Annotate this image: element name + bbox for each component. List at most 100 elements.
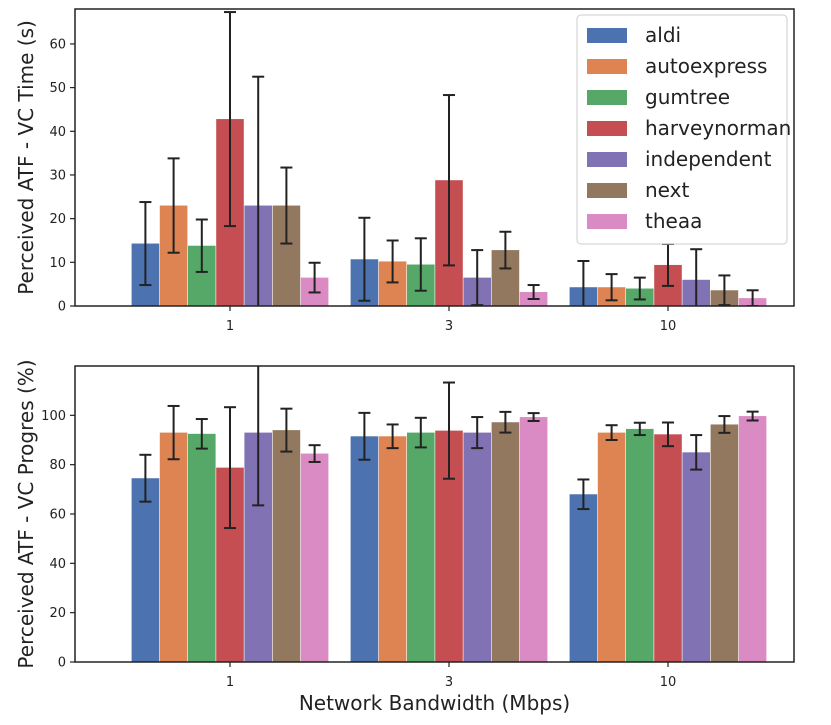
legend-swatch-aldi	[587, 28, 627, 43]
bar-independent-10	[682, 452, 710, 662]
x-axis-label: Network Bandwidth (Mbps)	[299, 691, 570, 715]
y-tick-label: 60	[49, 508, 66, 523]
error-bar-harveynorman-1	[224, 11, 236, 228]
error-bar-autoexpress-3	[386, 239, 399, 284]
error-bar-autoexpress-10	[605, 273, 618, 302]
bar-autoexpress-3	[378, 436, 407, 662]
error-bar-next-10	[718, 274, 731, 306]
bar-theaa-10	[738, 416, 767, 662]
error-bar-gumtree-3	[414, 416, 427, 449]
error-bar-next-3	[499, 230, 512, 270]
legend-label-autoexpress: autoexpress	[645, 54, 767, 78]
legend-label-next: next	[645, 178, 689, 202]
bars-group	[131, 366, 767, 662]
legend-label-harveynorman: harveynorman	[645, 116, 791, 140]
error-bar-next-10	[718, 415, 731, 434]
y-tick-label: 50	[49, 81, 66, 96]
bar-next-3	[491, 422, 520, 662]
legend-swatch-next	[587, 183, 627, 198]
legend-label-gumtree: gumtree	[645, 85, 730, 109]
y-tick-label: 20	[49, 212, 66, 227]
error-bar-theaa-3	[527, 412, 540, 423]
error-bar-aldi-10	[577, 478, 590, 511]
y-axis-label: Perceived ATF - VC Progres (%)	[14, 359, 38, 668]
bars-group	[131, 11, 767, 306]
legend-label-independent: independent	[645, 147, 772, 171]
error-bar-theaa-1	[308, 444, 321, 463]
bar-next-1	[272, 430, 301, 662]
x-tick-label: 10	[660, 675, 677, 690]
y-tick-label: 0	[58, 656, 66, 671]
bar-aldi-3	[350, 436, 379, 662]
error-bar-aldi-1	[139, 453, 152, 503]
bar-harveynorman-10	[654, 434, 682, 662]
legend-swatch-independent	[587, 152, 627, 167]
x-tick-label: 3	[445, 319, 453, 334]
legend-swatch-gumtree	[587, 90, 627, 105]
error-bar-autoexpress-1	[167, 404, 180, 461]
error-bar-theaa-10	[746, 289, 759, 306]
legend-swatch-harveynorman	[587, 121, 627, 136]
legend-label-theaa: theaa	[645, 209, 702, 233]
time-panel: 0 10 20 30 40 50 60 1 3 10 Perceived ATF - VC Time…	[14, 8, 795, 334]
error-bar-aldi-3	[358, 216, 371, 302]
y-tick-label: 80	[49, 458, 66, 473]
y-tick-label: 20	[49, 606, 66, 621]
legend: aldi autoexpress gumtree harveynorman indepe…	[576, 14, 791, 245]
error-bar-gumtree-1	[195, 218, 208, 273]
y-axis-label: Perceived ATF - VC Time (s)	[14, 20, 38, 295]
error-bar-aldi-10	[577, 260, 590, 306]
error-bar-autoexpress-3	[386, 423, 399, 450]
error-bar-harveynorman-10	[662, 421, 674, 448]
legend-box	[576, 14, 788, 245]
error-bar-harveynorman-3	[443, 381, 455, 480]
error-bar-theaa-10	[746, 410, 759, 422]
y-tick-label: 60	[49, 37, 66, 52]
error-bar-autoexpress-10	[605, 424, 618, 441]
y-tick-label: 40	[49, 557, 66, 572]
error-bar-gumtree-1	[195, 418, 208, 450]
bar-aldi-1	[131, 478, 160, 662]
bar-theaa-3	[519, 417, 548, 662]
error-bar-independent-1	[252, 366, 265, 507]
error-bar-independent-1	[252, 75, 265, 306]
x-tick-label: 3	[445, 675, 453, 690]
y-tick-label: 30	[49, 168, 66, 183]
error-bar-independent-10	[690, 434, 703, 471]
error-bar-harveynorman-1	[224, 406, 236, 530]
error-bar-theaa-3	[527, 284, 540, 301]
x-tick-label: 10	[660, 319, 677, 334]
bar-gumtree-1	[188, 433, 216, 662]
legend-swatch-autoexpress	[587, 59, 627, 74]
bar-independent-3	[463, 432, 491, 662]
error-bar-autoexpress-1	[167, 157, 180, 254]
y-tick-label: 10	[49, 256, 66, 271]
error-bar-harveynorman-3	[443, 94, 455, 267]
error-bar-next-3	[499, 410, 512, 434]
bar-autoexpress-10	[597, 432, 626, 662]
x-tick-label: 1	[226, 319, 234, 334]
bar-autoexpress-1	[159, 432, 188, 662]
bar-aldi-10	[569, 494, 598, 662]
error-bar-independent-3	[471, 416, 484, 450]
error-bar-independent-3	[471, 249, 484, 306]
error-bar-aldi-1	[139, 201, 152, 287]
x-tick-label: 1	[226, 675, 234, 690]
error-bar-next-1	[280, 407, 293, 453]
bar-next-10	[710, 424, 739, 662]
error-bar-independent-10	[690, 248, 703, 306]
error-bar-gumtree-10	[633, 421, 646, 437]
error-bar-gumtree-10	[633, 276, 646, 301]
bar-gumtree-10	[626, 428, 654, 662]
error-bar-next-1	[280, 166, 293, 245]
error-bar-aldi-3	[358, 411, 371, 461]
y-tick-label: 100	[41, 409, 66, 424]
plot-frame	[74, 8, 795, 307]
legend-label-aldi: aldi	[645, 23, 681, 47]
bar-gumtree-3	[407, 432, 435, 662]
bar-theaa-1	[300, 453, 329, 662]
error-bar-theaa-1	[308, 261, 321, 294]
y-tick-label: 0	[58, 300, 66, 315]
legend-swatch-theaa	[587, 214, 627, 229]
